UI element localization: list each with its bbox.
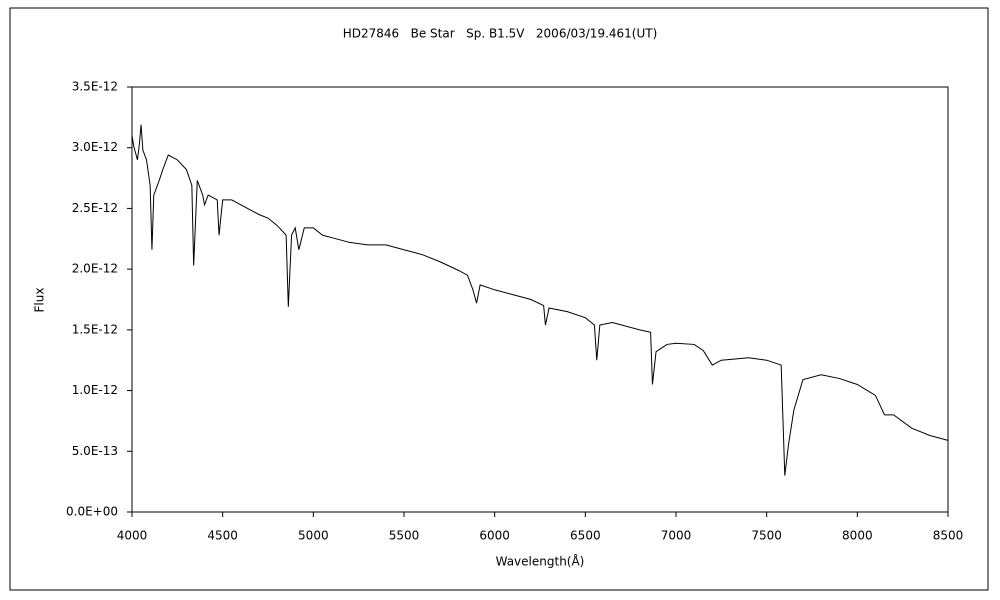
y-tick-label: 5.0E-13: [72, 444, 118, 458]
plot-frame: [131, 86, 949, 513]
x-tick-label: 5500: [389, 529, 420, 543]
y-axis-label: Flux: [33, 288, 47, 313]
spectrum-line: [131, 124, 949, 476]
y-tick-label: 1.0E-12: [72, 383, 118, 397]
x-tick-label: 7500: [751, 529, 782, 543]
x-tick-label: 7000: [661, 529, 692, 543]
x-tick-label: 8000: [842, 529, 873, 543]
x-tick-label: 8500: [933, 529, 964, 543]
y-tick-label: 3.0E-12: [72, 140, 118, 154]
y-tick-label: 1.5E-12: [72, 322, 118, 336]
y-tick-label: 3.5E-12: [72, 80, 118, 94]
chart-title: HD27846 Be Star Sp. B1.5V 2006/03/19.461…: [343, 27, 658, 41]
y-tick-label: 2.0E-12: [72, 262, 118, 276]
y-tick-label: 2.5E-12: [72, 201, 118, 215]
x-tick-label: 6500: [570, 529, 601, 543]
chart-frame: [9, 7, 989, 591]
x-tick-label: 6000: [479, 529, 510, 543]
x-tick-label: 4000: [117, 529, 148, 543]
x-axis-label: Wavelength(Å): [496, 554, 585, 569]
y-tick-label: 0.0E+00: [66, 505, 118, 519]
x-tick-label: 5000: [298, 529, 329, 543]
x-tick-label: 4500: [207, 529, 238, 543]
